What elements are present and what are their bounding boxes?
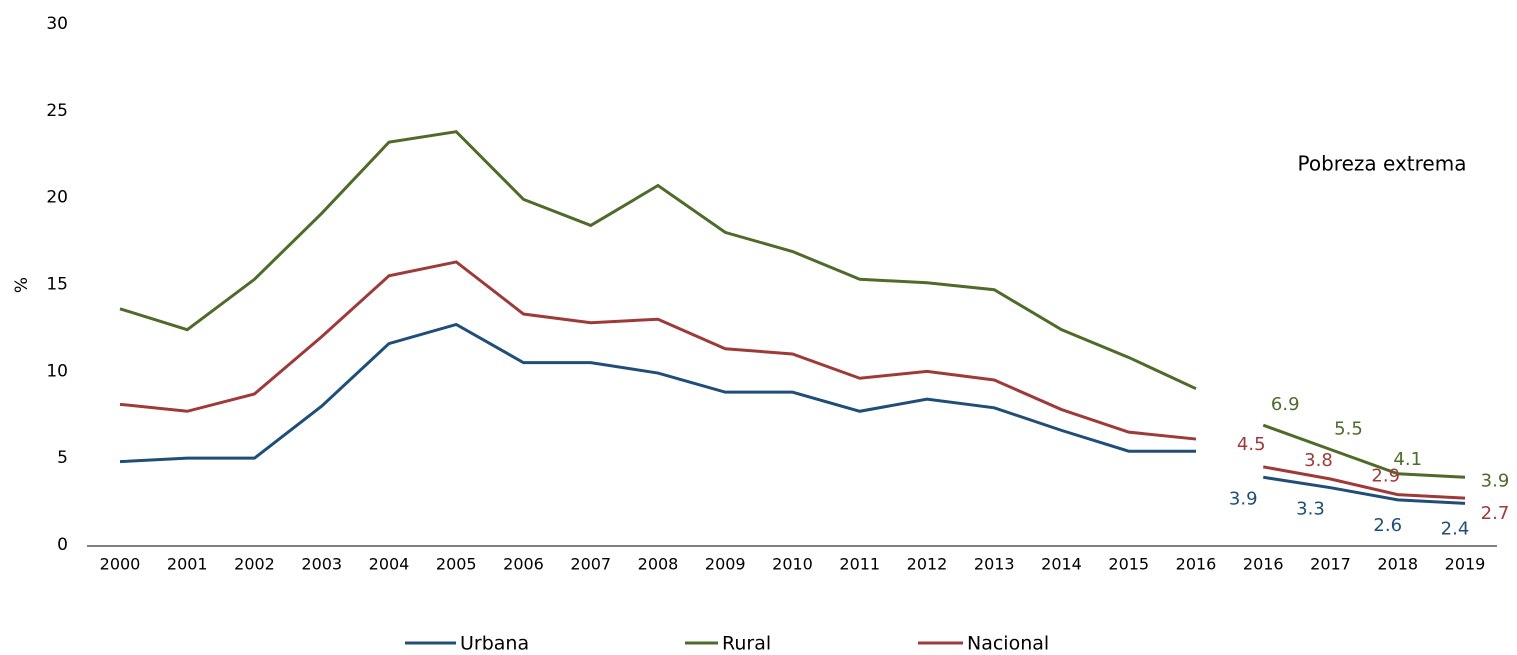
x-tick-label: 2017 — [1310, 555, 1351, 574]
data-label: 4.1 — [1393, 449, 1422, 470]
y-tick-label: 10 — [46, 361, 68, 381]
data-label: 2.6 — [1373, 515, 1402, 536]
x-tick-label: 2011 — [839, 555, 880, 574]
x-tick-label: 2006 — [503, 555, 544, 574]
x-tick-label: 2008 — [638, 555, 679, 574]
data-label: 2.7 — [1481, 503, 1510, 524]
y-tick-label: 5 — [57, 448, 68, 468]
series-line — [119, 322, 1196, 464]
x-tick-label: 2004 — [369, 555, 410, 574]
legend-label: Urbana — [460, 633, 529, 655]
y-tick-label: 20 — [46, 188, 68, 208]
x-tick-label: 2016 — [1243, 555, 1284, 574]
data-label: 3.9 — [1481, 470, 1510, 491]
y-tick-label: 30 — [46, 14, 68, 34]
y-tick-label: 25 — [46, 101, 68, 121]
legend-label: Rural — [722, 633, 771, 655]
x-tick-label: 2015 — [1108, 555, 1149, 574]
y-tick-label: 15 — [46, 275, 68, 295]
data-label: 4.5 — [1237, 434, 1266, 455]
x-tick-label: 2007 — [570, 555, 611, 574]
x-tick-label: 2013 — [974, 555, 1015, 574]
x-tick-label: 2010 — [772, 555, 813, 574]
data-label: 6.9 — [1271, 394, 1300, 415]
series-line — [119, 130, 1197, 391]
x-tick-label: 2005 — [436, 555, 477, 574]
y-tick-label: 0 — [57, 535, 68, 555]
x-tick-label: 2000 — [100, 555, 141, 574]
data-label: 3.8 — [1304, 450, 1333, 471]
data-label: 3.9 — [1229, 488, 1258, 509]
data-label: 5.5 — [1334, 418, 1363, 439]
x-tick-label: 2009 — [705, 555, 746, 574]
x-tick-label: 2012 — [907, 555, 948, 574]
data-label: 3.3 — [1296, 499, 1325, 520]
series-line — [1262, 423, 1466, 479]
x-tick-label: 2014 — [1041, 555, 1082, 574]
x-tick-label: 2016 — [1176, 555, 1217, 574]
series-line — [1263, 475, 1466, 505]
x-tick-label: 2003 — [301, 555, 342, 574]
x-tick-label: 2019 — [1445, 555, 1486, 574]
x-tick-label: 2018 — [1377, 555, 1418, 574]
data-label: 2.4 — [1441, 518, 1470, 539]
x-tick-label: 2002 — [234, 555, 275, 574]
series-line — [119, 260, 1197, 441]
annotation: Pobreza extrema — [1298, 152, 1467, 176]
series-line — [1262, 465, 1466, 500]
legend-label: Nacional — [967, 633, 1049, 655]
y-axis-label: % — [12, 277, 32, 293]
data-label: 2.9 — [1371, 466, 1400, 487]
x-tick-label: 2001 — [167, 555, 208, 574]
